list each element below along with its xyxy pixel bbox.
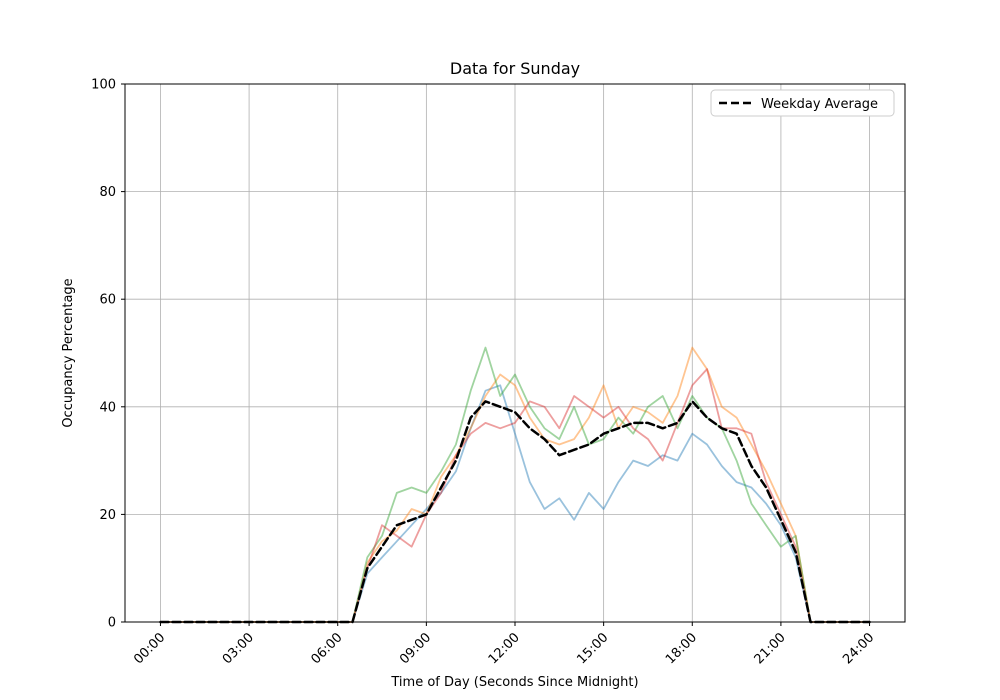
plot-title: Data for Sunday	[450, 59, 580, 78]
x-tick-label: 21:00	[752, 630, 789, 667]
y-tick-label: 100	[91, 78, 116, 93]
y-tick-label: 20	[99, 508, 116, 523]
tick-layer: 00:00 03:00 06:00 09:00 12:00 15:00 18:00 21:00…	[91, 78, 877, 668]
x-tick-label: 24:00	[840, 630, 877, 667]
y-tick-label: 60	[99, 293, 116, 308]
x-tick-label: 09:00	[397, 630, 434, 667]
y-tick-label: 0	[108, 616, 116, 631]
x-axis-label: Time of Day (Seconds Since Midnight)	[390, 675, 638, 690]
x-tick-label: 06:00	[308, 630, 345, 667]
x-tick-label: 03:00	[220, 630, 257, 667]
x-tick-label: 15:00	[574, 630, 611, 667]
y-axis-label: Occupancy Percentage	[61, 278, 76, 427]
x-tick-label: 00:00	[131, 630, 168, 667]
x-tick-label: 12:00	[486, 630, 523, 667]
legend-label: Weekday Average	[761, 97, 878, 112]
grid-layer	[125, 83, 905, 623]
y-tick-label: 80	[99, 185, 116, 200]
y-tick-label: 40	[99, 400, 116, 415]
weekday-average-line	[159, 400, 871, 624]
legend-box	[710, 89, 895, 117]
legend: Weekday Average	[710, 89, 895, 117]
x-tick-label: 18:00	[663, 630, 700, 667]
